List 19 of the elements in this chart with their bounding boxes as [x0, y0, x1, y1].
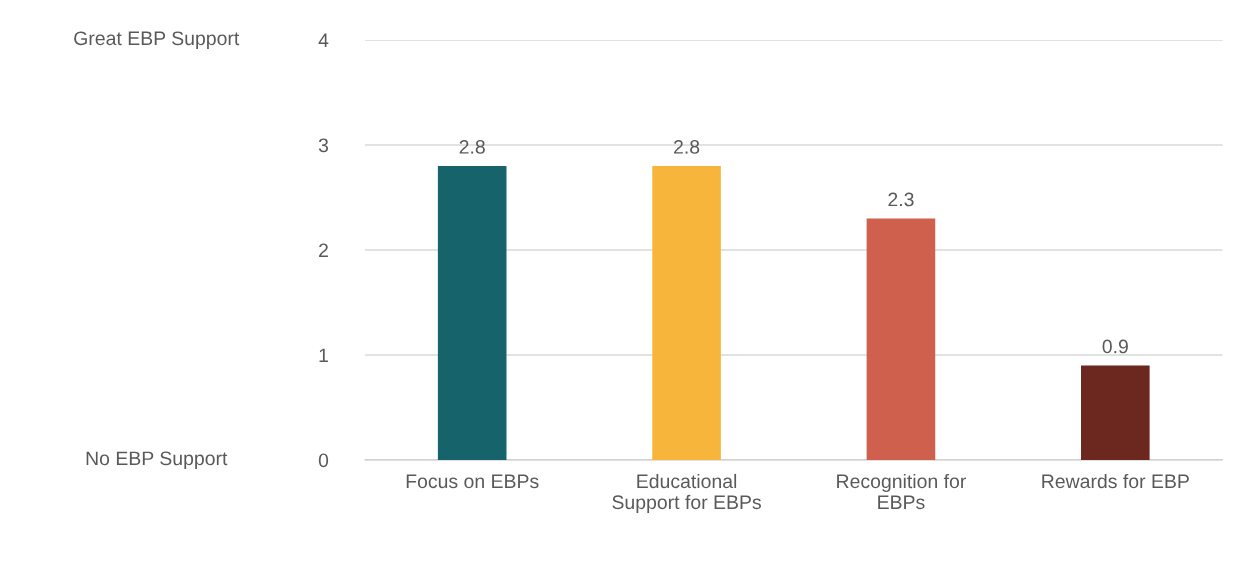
- data-label: 2.8: [459, 140, 485, 154]
- data-label: 0.9: [1102, 339, 1128, 354]
- y-tick-label: 3: [318, 138, 329, 153]
- bar: [866, 218, 936, 461]
- bar: [1081, 365, 1150, 461]
- x-tick-label: Focus on EBPs: [406, 474, 539, 489]
- text: Great EBP Support: [74, 31, 240, 50]
- x-tick-label: Rewards for EBP: [1042, 473, 1189, 489]
- data-label: 2.8: [674, 140, 700, 154]
- data-label: 2.3: [888, 192, 914, 207]
- y-tick-label: 1: [319, 348, 328, 363]
- y-tick-label: 2: [319, 243, 328, 258]
- y-tick-label: 4: [318, 33, 329, 47]
- x-tick-label: Recognition for EBPs: [837, 473, 967, 510]
- y-tick-label: 0: [318, 453, 329, 468]
- text: No EBP Support: [86, 451, 228, 470]
- x-tick-label: Educational Support for EBPs: [612, 473, 761, 513]
- bar: [652, 165, 721, 461]
- bar: [437, 165, 507, 461]
